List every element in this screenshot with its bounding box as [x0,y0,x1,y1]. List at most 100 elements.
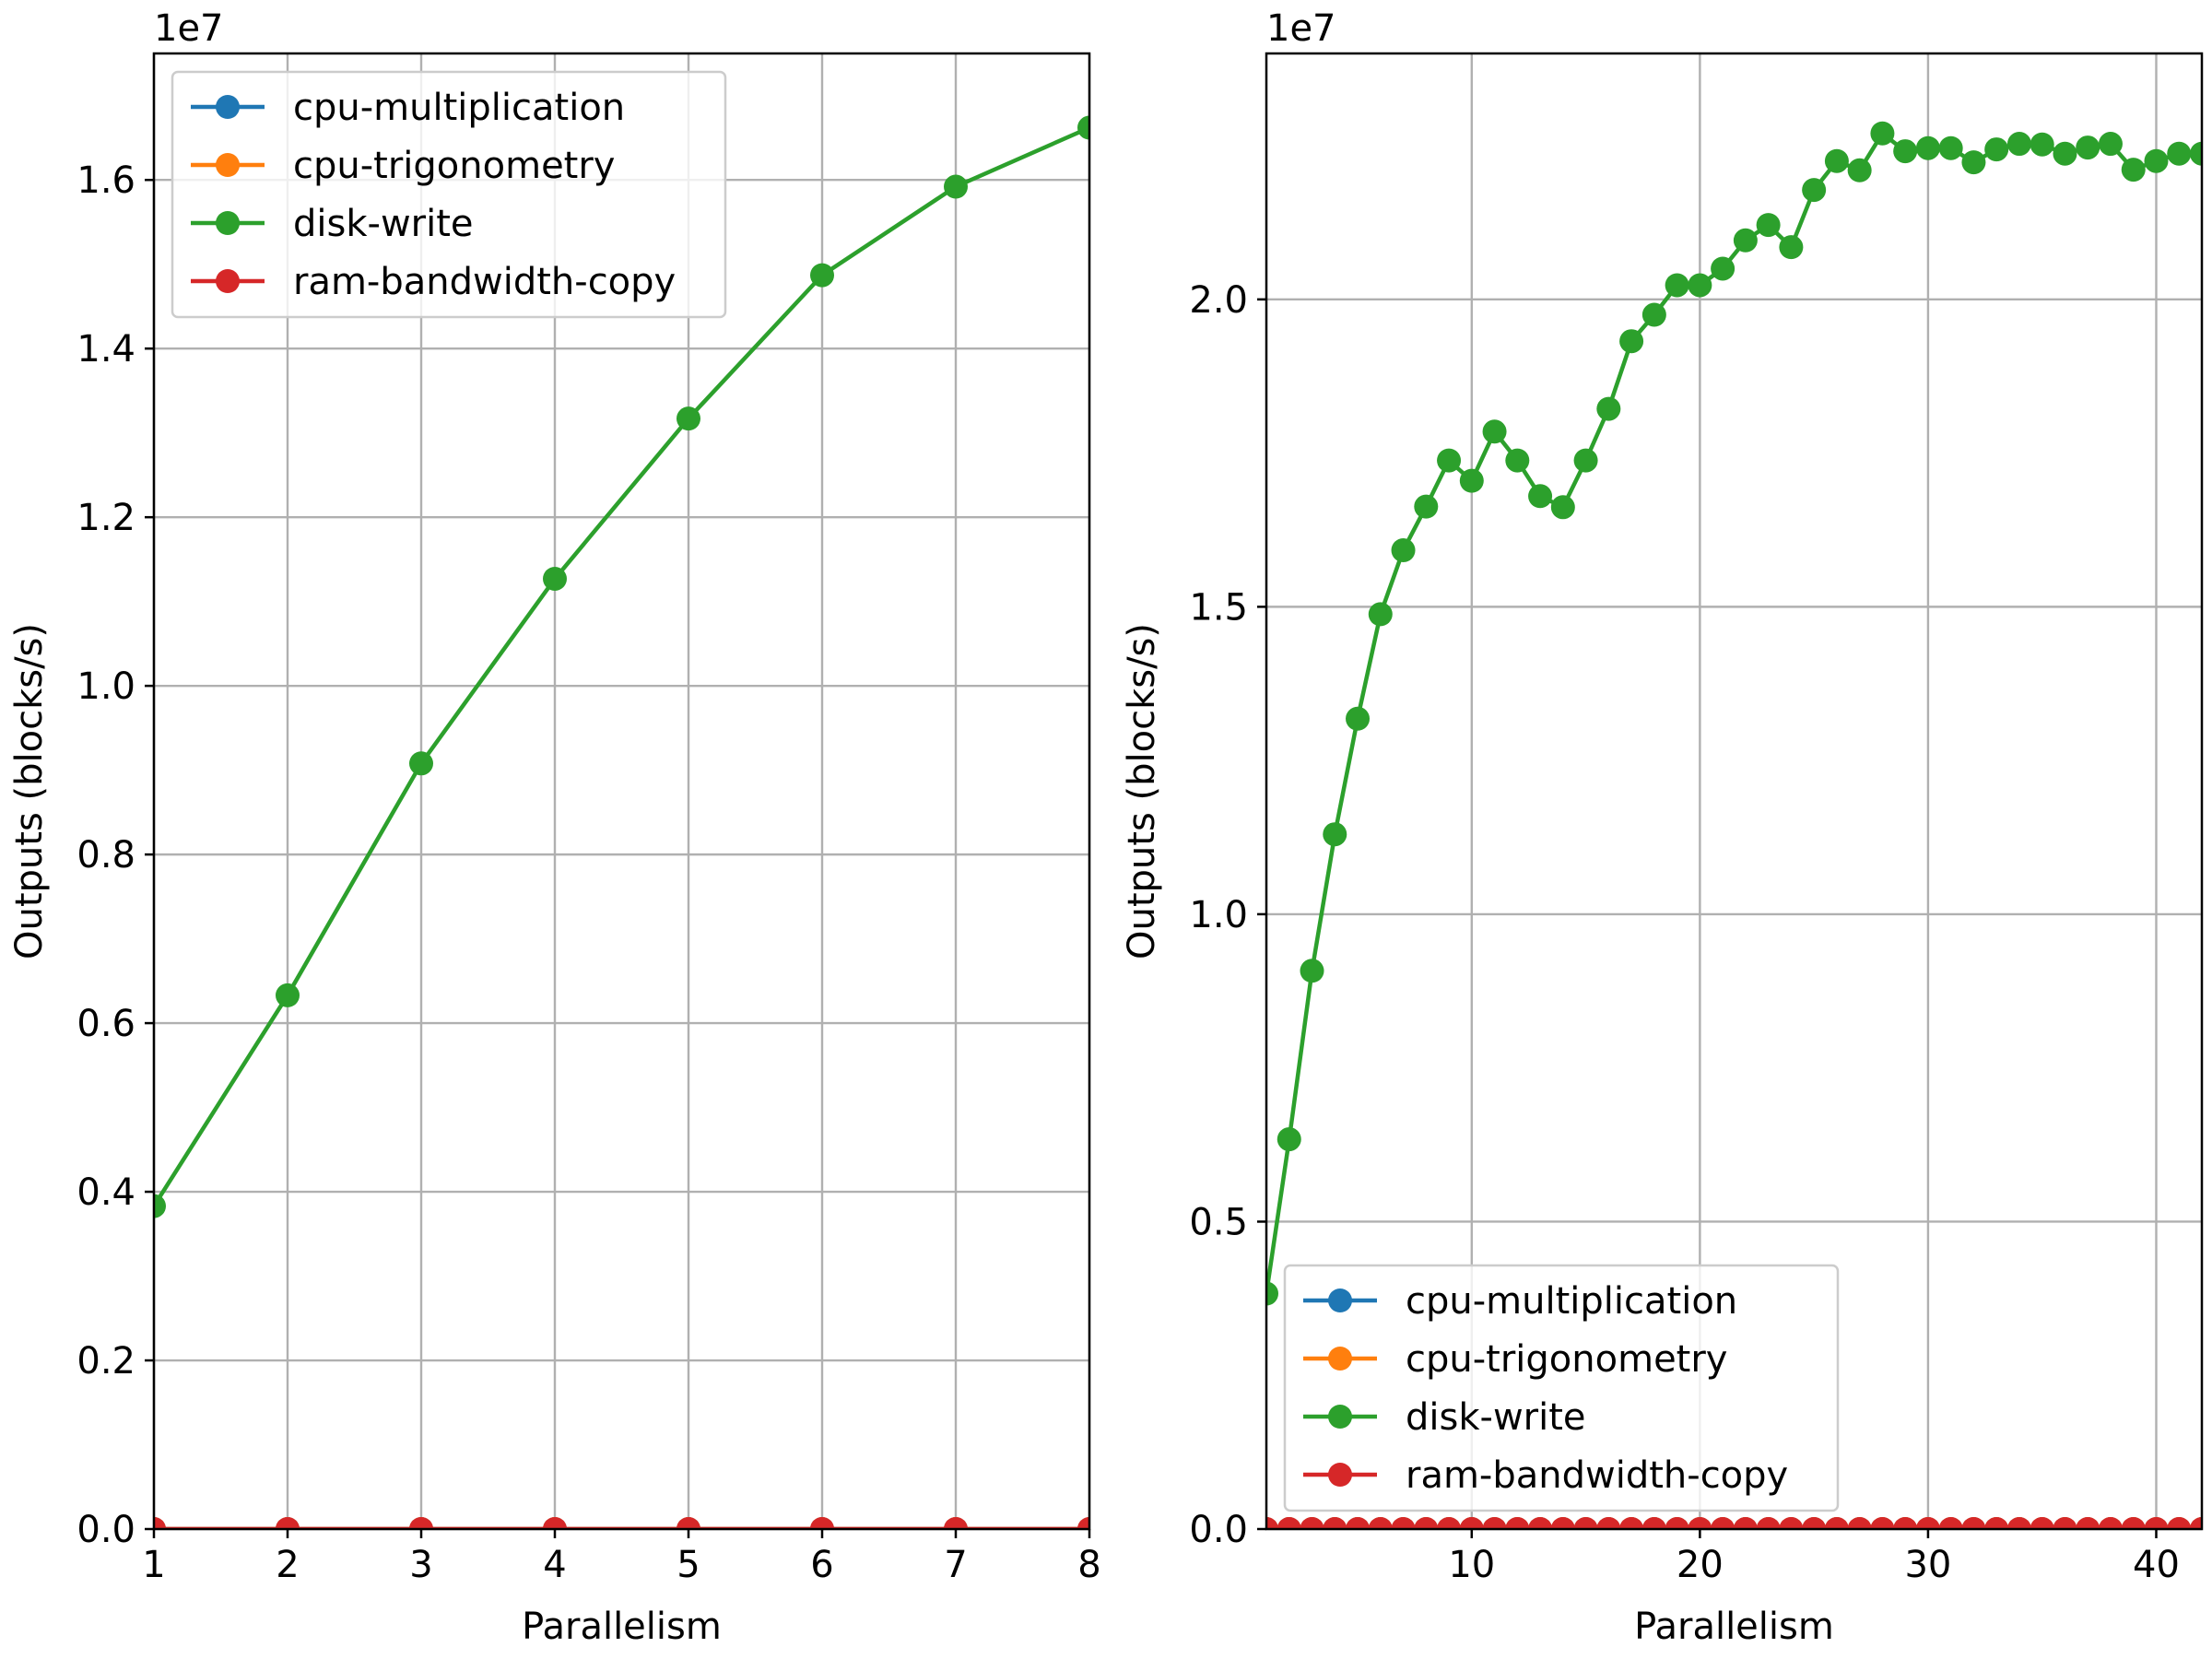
data-point [1893,1517,1918,1529]
data-point [1482,1517,1507,1529]
data-point [154,1517,166,1529]
data-point [1961,150,1986,175]
series-ram-bandwidth-copy [1266,1517,2202,1529]
data-point [1573,448,1598,473]
data-point [1847,158,1872,182]
data-point [1077,115,1089,140]
legend-marker [216,95,240,119]
data-point [1984,1517,2009,1529]
legend-marker [216,211,240,235]
data-point [1847,1517,1872,1529]
data-point [1550,1517,1575,1529]
data-point [2121,158,2146,182]
chart-left: 1 2 3 4 5 6 7 8 0.0 0.2 0.4 0.6 0.8 1.0 1.2 1.4 1.6 1e7 Pa… [8,7,1101,1648]
legend-entry: ram-bandwidth-copy [191,261,676,303]
data-point [1437,448,1462,473]
data-point [1665,273,1689,298]
x-tick-label: 10 [1448,1544,1495,1586]
data-point [1368,602,1393,627]
legend-marker [216,269,240,293]
x-tick-label: 1 [142,1544,165,1586]
y-tick-label: 0.6 [76,1003,135,1045]
legend-marker [1328,1288,1352,1312]
data-point [409,751,433,776]
legend-label: disk-write [293,203,474,245]
legend-entry: disk-write [191,203,474,245]
data-point [1277,1127,1301,1152]
data-point [2030,132,2054,157]
x-tick-label: 8 [1077,1544,1100,1586]
legend-label: ram-bandwidth-copy [1406,1454,1788,1497]
y-tick-label: 2.0 [1189,279,1248,322]
y-tick-label: 0.2 [76,1340,135,1382]
data-point [677,406,700,431]
series-disk-write [154,115,1089,1218]
legend-entry: disk-write [1303,1396,1586,1439]
data-point [810,263,834,288]
data-point [2121,1517,2146,1529]
data-point [409,1517,433,1529]
y-axis-label: Outputs (blocks/s) [8,623,51,959]
data-point [1323,1517,1347,1529]
legend-label: disk-write [1406,1396,1586,1439]
y-tick-label: 1.0 [1189,894,1248,936]
data-point [1756,1517,1781,1529]
data-point [1391,538,1416,563]
data-point [1266,1281,1278,1306]
x-axis-label: Parallelism [522,1606,722,1648]
y-tick-label: 0.0 [1189,1509,1248,1551]
data-point [1779,1517,1804,1529]
data-point [944,1517,968,1529]
data-point [1437,1517,1462,1529]
y-tick-label: 1.6 [76,159,135,202]
data-point [1505,448,1530,473]
data-point [1368,1517,1393,1529]
y-offset-label: 1e7 [154,7,224,50]
x-tick-label: 5 [677,1544,700,1586]
data-point [1802,1517,1827,1529]
legend-marker [1328,1463,1352,1487]
data-point [1893,139,1918,164]
y-axis-label: Outputs (blocks/s) [1121,623,1163,959]
x-tick-label: 20 [1677,1544,1724,1586]
data-point [2167,141,2192,166]
plot-area [1266,121,2202,1529]
y-tick-label: 1.2 [76,497,135,539]
data-point [2098,132,2123,157]
y-tick-label: 0.4 [76,1171,135,1214]
data-point [1641,302,1666,327]
data-point [1277,1517,1301,1529]
series-ram-bandwidth-copy [154,1517,1089,1529]
data-point [944,174,968,199]
data-point [1665,1517,1689,1529]
legend-entry: cpu-trigonometry [191,145,615,187]
y-tick-label: 0.0 [76,1509,135,1551]
legend-entry: cpu-multiplication [191,87,625,129]
data-point [1915,135,1940,160]
legend-entry: ram-bandwidth-copy [1303,1454,1788,1497]
series-line [154,125,1089,1207]
data-point [1641,1517,1666,1529]
data-point [1573,1517,1598,1529]
legend: cpu-multiplication cpu-trigonometry disk-w… [1283,1264,1840,1512]
data-point [2144,148,2169,173]
data-point [1688,1517,1712,1529]
y-tick-label: 0.5 [1189,1201,1248,1243]
data-point [1961,1517,1986,1529]
data-point [1528,1517,1553,1529]
data-point [154,1194,166,1218]
legend-label: cpu-trigonometry [1406,1338,1727,1381]
data-point [1528,484,1553,509]
data-point [1077,1517,1089,1529]
data-point [2006,132,2031,157]
x-tick-label: 40 [2133,1544,2180,1586]
series-disk-write [1266,121,2202,1306]
data-point [1300,1517,1324,1529]
data-point [810,1517,834,1529]
plot-area [154,115,1089,1529]
y-tick-label: 1.0 [76,665,135,708]
data-point [1870,121,1895,146]
data-point [1619,1517,1644,1529]
legend-label: cpu-multiplication [1406,1280,1737,1323]
